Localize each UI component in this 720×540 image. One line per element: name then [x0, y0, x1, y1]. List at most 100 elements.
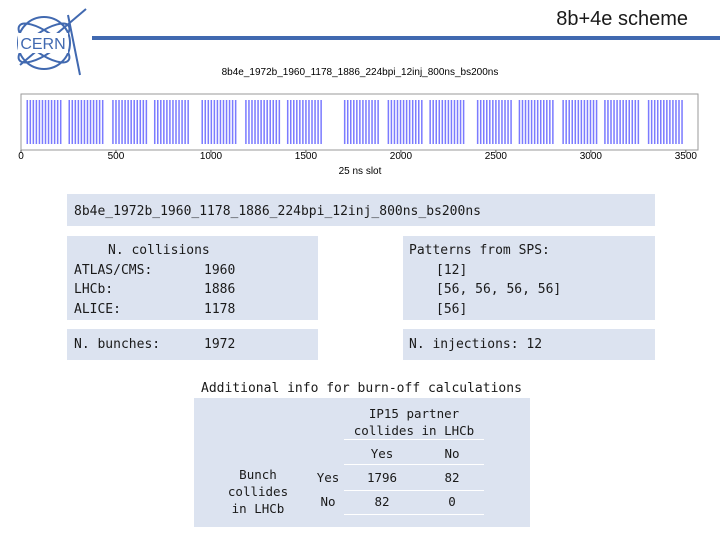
bunch-bar [50, 100, 53, 144]
bunch-bar [504, 100, 506, 144]
bunch-bar [562, 100, 564, 144]
slide-title: 8b+4e scheme [556, 8, 688, 30]
bunch-bar [53, 100, 56, 144]
bunch-bar [32, 100, 35, 144]
x-axis-ticks: 0 500 1000 1500 2000 2500 3000 3500 [18, 150, 697, 162]
bunch-bar [77, 100, 80, 144]
bunch-bar [38, 100, 41, 144]
x-axis-label: 25 ns slot [339, 166, 382, 177]
bunch-bar [546, 100, 548, 144]
bunch-bar [181, 100, 183, 144]
bunch-bar [365, 100, 367, 144]
bunch-bar [586, 100, 589, 144]
bunch-bar [68, 100, 71, 144]
bunch-bar [231, 100, 234, 144]
header-rule [344, 464, 484, 465]
burnoff-box: IP15 partner collides in LHCb Yes No Bun… [194, 398, 530, 527]
bunch-bar [663, 100, 665, 144]
bunch-bar [115, 100, 117, 144]
bunch-bar [552, 100, 554, 144]
bunch-bar [74, 100, 77, 144]
bunches-row: N. bunches: 1972 [74, 337, 235, 352]
bunch-bar [269, 100, 271, 144]
bunch-bar [263, 100, 265, 144]
bunch-bar [418, 100, 420, 144]
bunch-bar [622, 100, 624, 144]
bunch-bar [278, 100, 281, 144]
bunch-bar [47, 100, 50, 144]
bunch-bar [653, 100, 656, 144]
bunch-bar [393, 100, 396, 144]
row-header-no: No [320, 494, 336, 509]
bar-group [26, 100, 683, 144]
col-header-yes: Yes [370, 446, 394, 461]
bunch-bar [656, 100, 659, 144]
bunch-bar [571, 100, 574, 144]
bunch-bar [521, 100, 524, 144]
sps-patterns-box [403, 236, 655, 320]
bunch-bar [89, 100, 92, 144]
bunch-bar [669, 100, 671, 144]
bunch-bar [444, 100, 447, 144]
bunch-bar [86, 100, 89, 144]
bunch-bar [234, 100, 237, 144]
x-tick-label: 3500 [675, 151, 698, 162]
bunch-bar [453, 100, 456, 144]
bunch-bar [35, 100, 38, 144]
header-rule [344, 439, 484, 440]
bunch-bar [462, 100, 465, 144]
bunch-bar [187, 100, 189, 144]
bunch-bar [29, 100, 32, 144]
bunch-bar [98, 100, 101, 144]
sps-heading: Patterns from SPS: [409, 243, 550, 258]
bunch-bar [219, 100, 222, 144]
bunch-bar [251, 100, 253, 144]
bunch-bar [595, 100, 598, 144]
bunch-bar [589, 100, 592, 144]
bunch-bar [314, 100, 316, 144]
bunch-bar [402, 100, 405, 144]
row-rule [344, 490, 484, 491]
bunch-bar [59, 100, 62, 144]
bunch-bar [432, 100, 434, 144]
bunch-bar [166, 100, 168, 144]
bunch-bar [666, 100, 668, 144]
row-rule [344, 514, 484, 515]
bunch-bar [172, 100, 174, 144]
bunch-bar [672, 100, 674, 144]
bunch-bar [387, 100, 390, 144]
bunch-bar [121, 100, 123, 144]
bunch-bar [650, 100, 653, 144]
bunch-bar [118, 100, 120, 144]
bunch-bar [112, 100, 114, 144]
bunch-bar [245, 100, 247, 144]
collisions-box [67, 236, 318, 320]
bunches-box [67, 329, 318, 360]
x-tick-label: 1000 [200, 151, 223, 162]
bunch-bar [225, 100, 228, 144]
bunch-bar [356, 100, 358, 144]
bunch-bar [604, 100, 606, 144]
chart-title: 8b4e_1972b_1960_1178_1886_224bpi_12inj_8… [222, 67, 499, 78]
bunch-bar [320, 100, 322, 144]
bunch-bar [438, 100, 441, 144]
bunch-bar [647, 100, 650, 144]
bunch-bar [169, 100, 171, 144]
x-tick-label: 1500 [295, 151, 318, 162]
bunch-bar [160, 100, 162, 144]
bunch-bar [266, 100, 268, 144]
bunch-bar [510, 100, 512, 144]
bunch-bar [399, 100, 402, 144]
bunch-bar [530, 100, 533, 144]
bunch-bar [536, 100, 539, 144]
bunch-bar [175, 100, 177, 144]
bunch-bar [607, 100, 609, 144]
bunch-bar [153, 100, 156, 144]
bunch-bar [678, 100, 680, 144]
sps-pattern-line: [56, 56, 56, 56] [436, 282, 562, 297]
bunch-bar [343, 100, 346, 144]
bunch-bar [429, 100, 431, 144]
cern-logo-text: CERN [20, 36, 65, 53]
bunch-bar [207, 100, 210, 144]
bunch-bar [405, 100, 408, 144]
